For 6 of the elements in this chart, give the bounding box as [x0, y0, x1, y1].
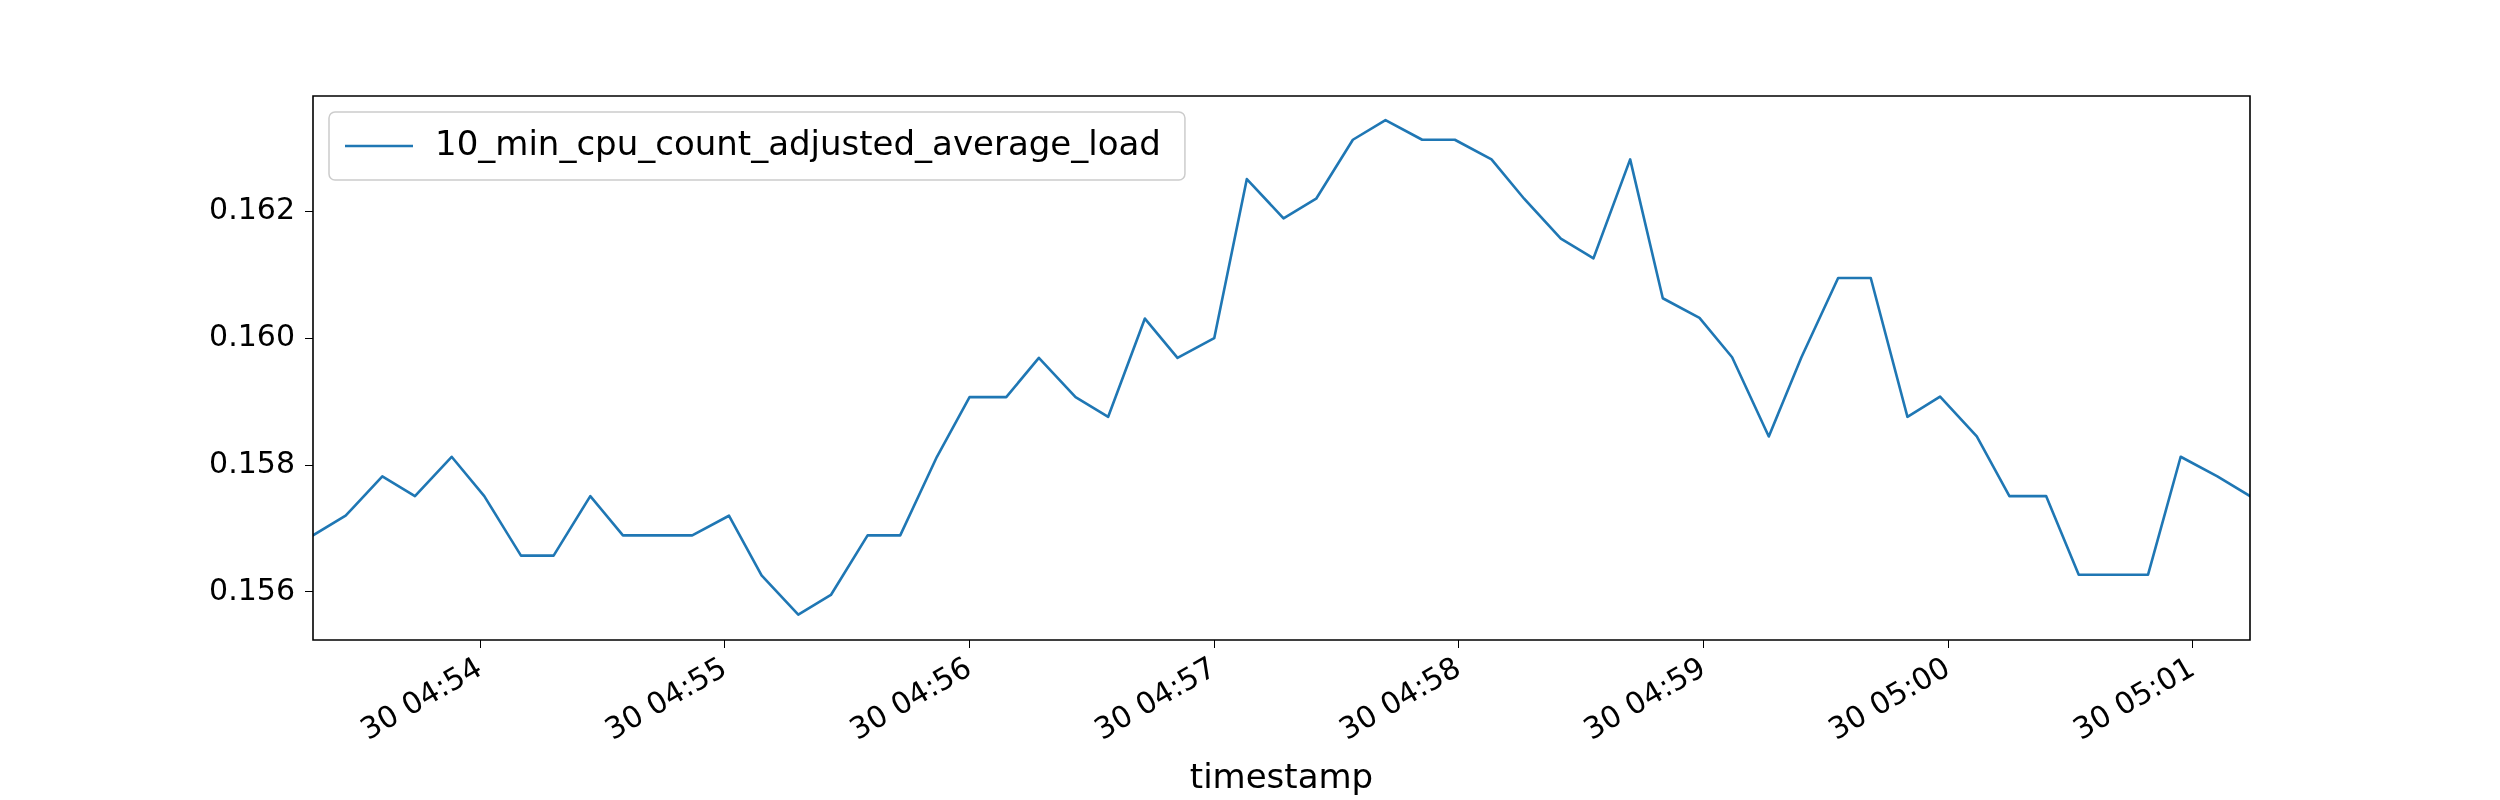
x-axis-title: timestamp: [1189, 756, 1374, 797]
y-tick-label: 0.158: [209, 444, 295, 480]
y-tick-label: 0.160: [209, 318, 295, 353]
legend-label: 10_min_cpu_count_adjusted_average_load: [435, 122, 1161, 163]
y-tick-label: 0.156: [209, 571, 295, 607]
y-tick-label: 0.162: [209, 191, 295, 227]
